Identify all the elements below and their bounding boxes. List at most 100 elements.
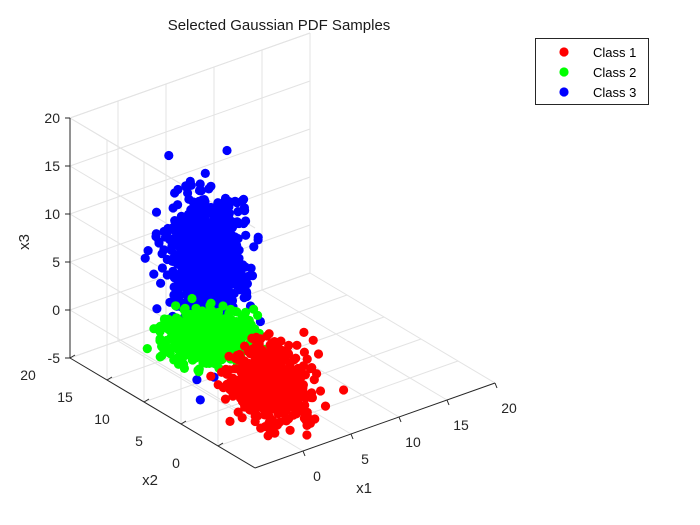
- scatter-point: [239, 362, 249, 372]
- grid-line: [261, 289, 448, 401]
- scatter-point: [156, 278, 166, 288]
- scatter-point: [198, 216, 208, 226]
- scatter-point: [315, 386, 326, 396]
- scatter-point: [310, 414, 320, 424]
- scatter-point: [181, 279, 191, 289]
- scatter-point: [195, 395, 205, 405]
- scatter-point: [219, 257, 229, 267]
- scatter-point: [186, 219, 196, 230]
- scatter-point: [225, 416, 235, 426]
- scatter-point: [204, 345, 215, 355]
- scatter-point: [218, 249, 228, 259]
- scatter-point: [263, 431, 273, 441]
- scatter-point: [270, 393, 280, 403]
- scatter-point: [284, 367, 295, 377]
- scatter-point: [279, 392, 289, 402]
- scatter-point: [253, 232, 263, 242]
- scatter-point: [201, 283, 211, 293]
- scatter-point: [262, 331, 272, 341]
- scatter-point: [275, 379, 285, 389]
- scatter-point: [200, 168, 210, 178]
- scatter-point: [224, 202, 234, 212]
- scatter-point: [149, 269, 159, 279]
- scatter-point: [282, 375, 292, 385]
- grid-line: [69, 80, 311, 167]
- y-tick-mark: [106, 376, 113, 381]
- box-edge: [69, 32, 311, 119]
- x-tick-mark: [398, 416, 402, 423]
- scatter-point: [227, 254, 237, 264]
- scatter-point: [179, 359, 189, 369]
- scatter-point: [192, 375, 202, 385]
- scatter-point: [162, 254, 172, 265]
- scatter-point: [305, 364, 316, 374]
- scatter-point: [185, 242, 196, 252]
- scatter-point: [254, 377, 264, 388]
- scatter-point: [230, 196, 240, 206]
- scatter-point: [155, 326, 165, 337]
- x-tick-label: 10: [405, 434, 421, 450]
- scatter-point: [238, 327, 248, 337]
- series-class-2: [142, 293, 270, 377]
- scatter-point: [213, 206, 223, 216]
- scatter-point: [249, 242, 259, 252]
- scatter-point: [302, 354, 312, 364]
- x-tick-mark: [350, 433, 354, 440]
- scatter-point: [172, 283, 182, 293]
- scatter-point: [261, 389, 272, 399]
- legend-marker: [559, 67, 569, 77]
- scatter-point: [181, 181, 191, 191]
- scatter-point: [194, 185, 205, 196]
- x-tick-label: 15: [453, 417, 469, 433]
- x-tick-mark: [302, 450, 306, 457]
- scatter-point: [224, 308, 234, 318]
- scatter-point: [312, 369, 322, 379]
- scatter-point: [198, 204, 208, 214]
- scatter-point: [254, 339, 264, 349]
- scatter-point: [236, 269, 246, 279]
- x-tick-label: 0: [313, 468, 321, 484]
- scatter-point: [302, 410, 312, 420]
- scatter-point: [203, 307, 213, 317]
- scatter-point: [238, 260, 248, 270]
- scatter-point: [207, 264, 217, 274]
- scatter-point: [285, 398, 295, 408]
- scatter-point: [189, 269, 200, 279]
- scatter-point: [151, 229, 161, 239]
- x-tick-mark: [494, 382, 498, 389]
- y-tick-mark: [217, 442, 224, 447]
- scatter-point: [171, 301, 181, 311]
- scatter-point: [270, 340, 280, 351]
- scatter-point: [306, 392, 316, 403]
- scatter-point: [215, 286, 225, 296]
- scatter-point: [152, 304, 162, 314]
- y-axis-label: x2: [142, 472, 158, 489]
- grid-line: [217, 360, 459, 447]
- legend[interactable]: Class 1 Class 2 Class 3: [535, 38, 649, 105]
- scatter-point: [193, 365, 203, 375]
- scatter-point: [178, 327, 188, 338]
- scatter-point: [293, 403, 303, 413]
- scatter-point: [241, 307, 251, 317]
- scatter-point: [143, 246, 153, 256]
- scatter-point: [226, 245, 236, 256]
- scatter-point: [273, 408, 283, 419]
- scatter-point: [339, 385, 349, 395]
- scatter-point: [239, 218, 249, 229]
- scatter-point: [213, 355, 223, 365]
- legend-box: [535, 38, 649, 105]
- scatter-point: [213, 322, 223, 332]
- scatter-points: [140, 145, 349, 441]
- scatter-point: [235, 349, 245, 360]
- y-tick-mark: [143, 398, 150, 403]
- scatter-point: [320, 401, 331, 411]
- scatter-point: [206, 371, 216, 381]
- scatter-point: [285, 425, 295, 435]
- x-axis-label: x1: [356, 480, 372, 497]
- scatter-point: [164, 150, 174, 161]
- scatter-point: [271, 348, 281, 358]
- scatter-point: [178, 227, 188, 238]
- scatter-point: [188, 355, 198, 365]
- axis-tick-labels: 0 5 10 15 20 0 5 10 15 20 -5 0 5 10 15 20: [20, 110, 517, 484]
- scatter-point: [179, 252, 189, 262]
